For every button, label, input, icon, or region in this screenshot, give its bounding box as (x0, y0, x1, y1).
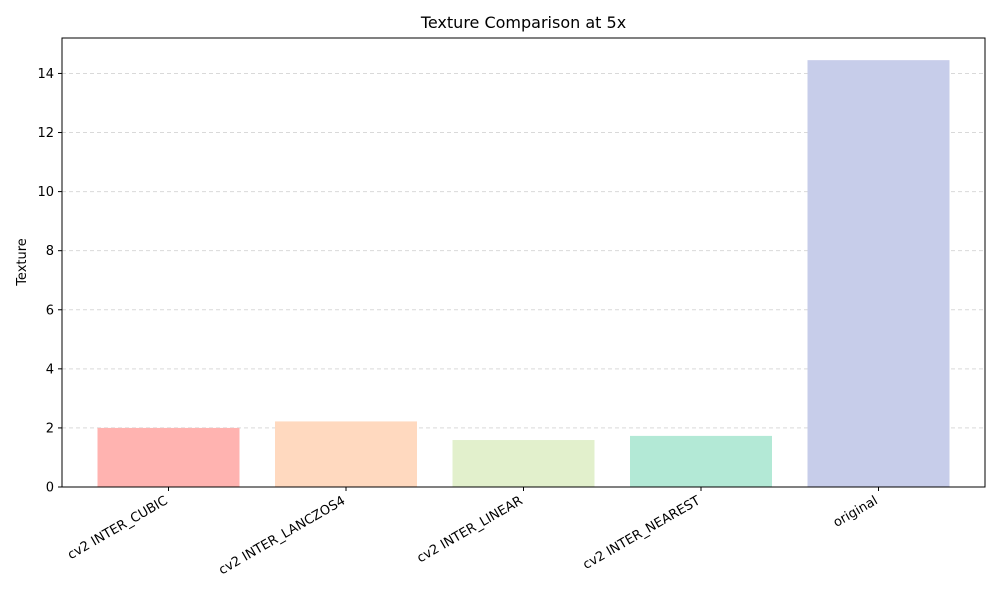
y-tick-label: 2 (46, 421, 54, 436)
y-tick-label: 0 (46, 481, 54, 496)
y-axis-label: Texture (15, 238, 30, 287)
y-tick-label: 4 (46, 362, 54, 377)
bar (97, 427, 240, 487)
x-tick-label: cv2 INTER_NEAREST (581, 493, 704, 572)
x-tick-label: original (831, 493, 881, 530)
x-tick-label: cv2 INTER_LANCZOS4 (216, 493, 348, 578)
chart-title: Texture Comparison at 5x (420, 13, 626, 32)
x-axis-ticks: cv2 INTER_CUBIC cv2 INTER_LANCZOS4 cv2 INT… (65, 487, 881, 578)
bar (275, 421, 417, 487)
x-tick-label: cv2 INTER_CUBIC (65, 493, 170, 562)
y-tick-label: 14 (37, 67, 54, 82)
y-tick-label: 8 (46, 244, 54, 259)
y-tick-label: 10 (37, 185, 54, 200)
bars (97, 60, 950, 488)
bar (630, 435, 772, 487)
bar (807, 60, 950, 488)
y-axis-ticks: 0 2 4 6 8 10 12 14 (37, 67, 62, 496)
x-tick-label: cv2 INTER_LINEAR (415, 493, 526, 566)
bar (452, 440, 595, 487)
y-tick-label: 12 (37, 126, 54, 141)
y-tick-label: 6 (46, 303, 54, 318)
